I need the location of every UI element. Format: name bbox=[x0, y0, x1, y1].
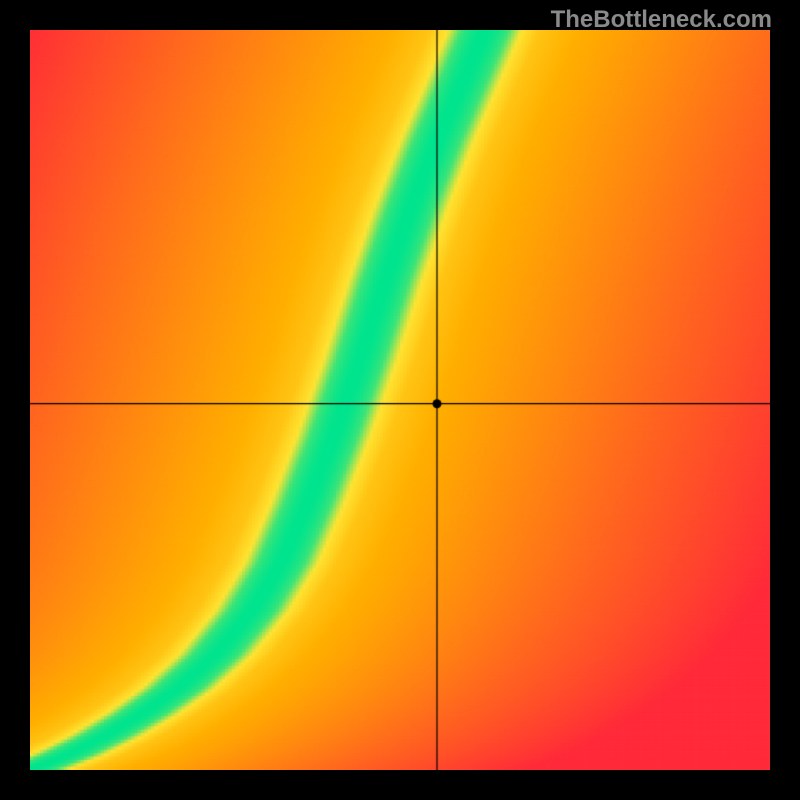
watermark-text: TheBottleneck.com bbox=[551, 6, 772, 34]
chart-container: { "watermark": { "text": "TheBottleneck.… bbox=[0, 0, 800, 800]
bottleneck-heatmap bbox=[30, 30, 770, 770]
